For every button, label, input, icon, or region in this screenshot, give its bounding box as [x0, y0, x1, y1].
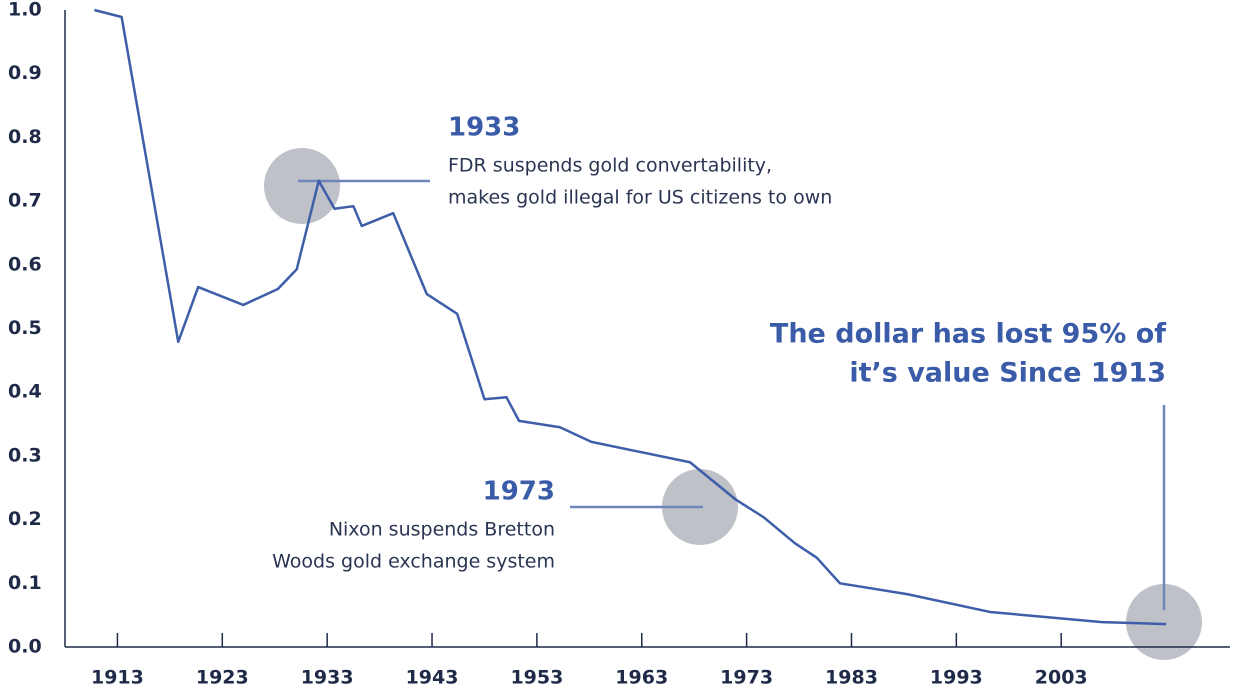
x-tick-label: 1923 [196, 667, 249, 689]
highlight-circle [264, 148, 340, 224]
annotation-title: 1973 [483, 477, 555, 507]
y-tick-label: 0.1 [8, 572, 42, 594]
annotation-title: 1933 [448, 113, 520, 143]
y-tick-label: 0.4 [8, 381, 42, 403]
x-tick-label: 1933 [301, 667, 354, 689]
y-tick-label: 0.0 [8, 636, 42, 658]
y-tick-label: 0.6 [8, 253, 42, 275]
x-tick-label: 1943 [406, 667, 459, 689]
x-tick-label: 1953 [510, 667, 563, 689]
y-tick-label: 0.2 [8, 508, 42, 530]
y-tick-label: 0.3 [8, 444, 42, 466]
x-tick-label: 1963 [615, 667, 668, 689]
annotation-headline: it’s value Since 1913 [849, 358, 1166, 389]
x-tick-label: 1993 [930, 667, 983, 689]
annotation-text: Nixon suspends Bretton [329, 519, 555, 541]
y-tick-label: 0.9 [8, 62, 42, 84]
x-tick-label: 1973 [720, 667, 773, 689]
y-tick-label: 1.0 [8, 0, 42, 21]
y-tick-label: 0.7 [8, 190, 42, 212]
line [94, 8, 1167, 626]
annotation-text: Woods gold exchange system [272, 551, 555, 573]
x-tick-label: 1983 [825, 667, 878, 689]
annotation-text: FDR suspends gold convertability, [448, 155, 772, 177]
highlight-circle [1126, 584, 1202, 660]
y-tick-label: 0.8 [8, 126, 42, 148]
annotation-text: makes gold illegal for US citizens to ow… [448, 187, 832, 209]
annotation-headline: The dollar has lost 95% of [770, 319, 1166, 350]
y-tick-label: 0.5 [8, 317, 42, 339]
x-tick-label: 2003 [1035, 667, 1088, 689]
x-tick-label: 1913 [91, 667, 144, 689]
